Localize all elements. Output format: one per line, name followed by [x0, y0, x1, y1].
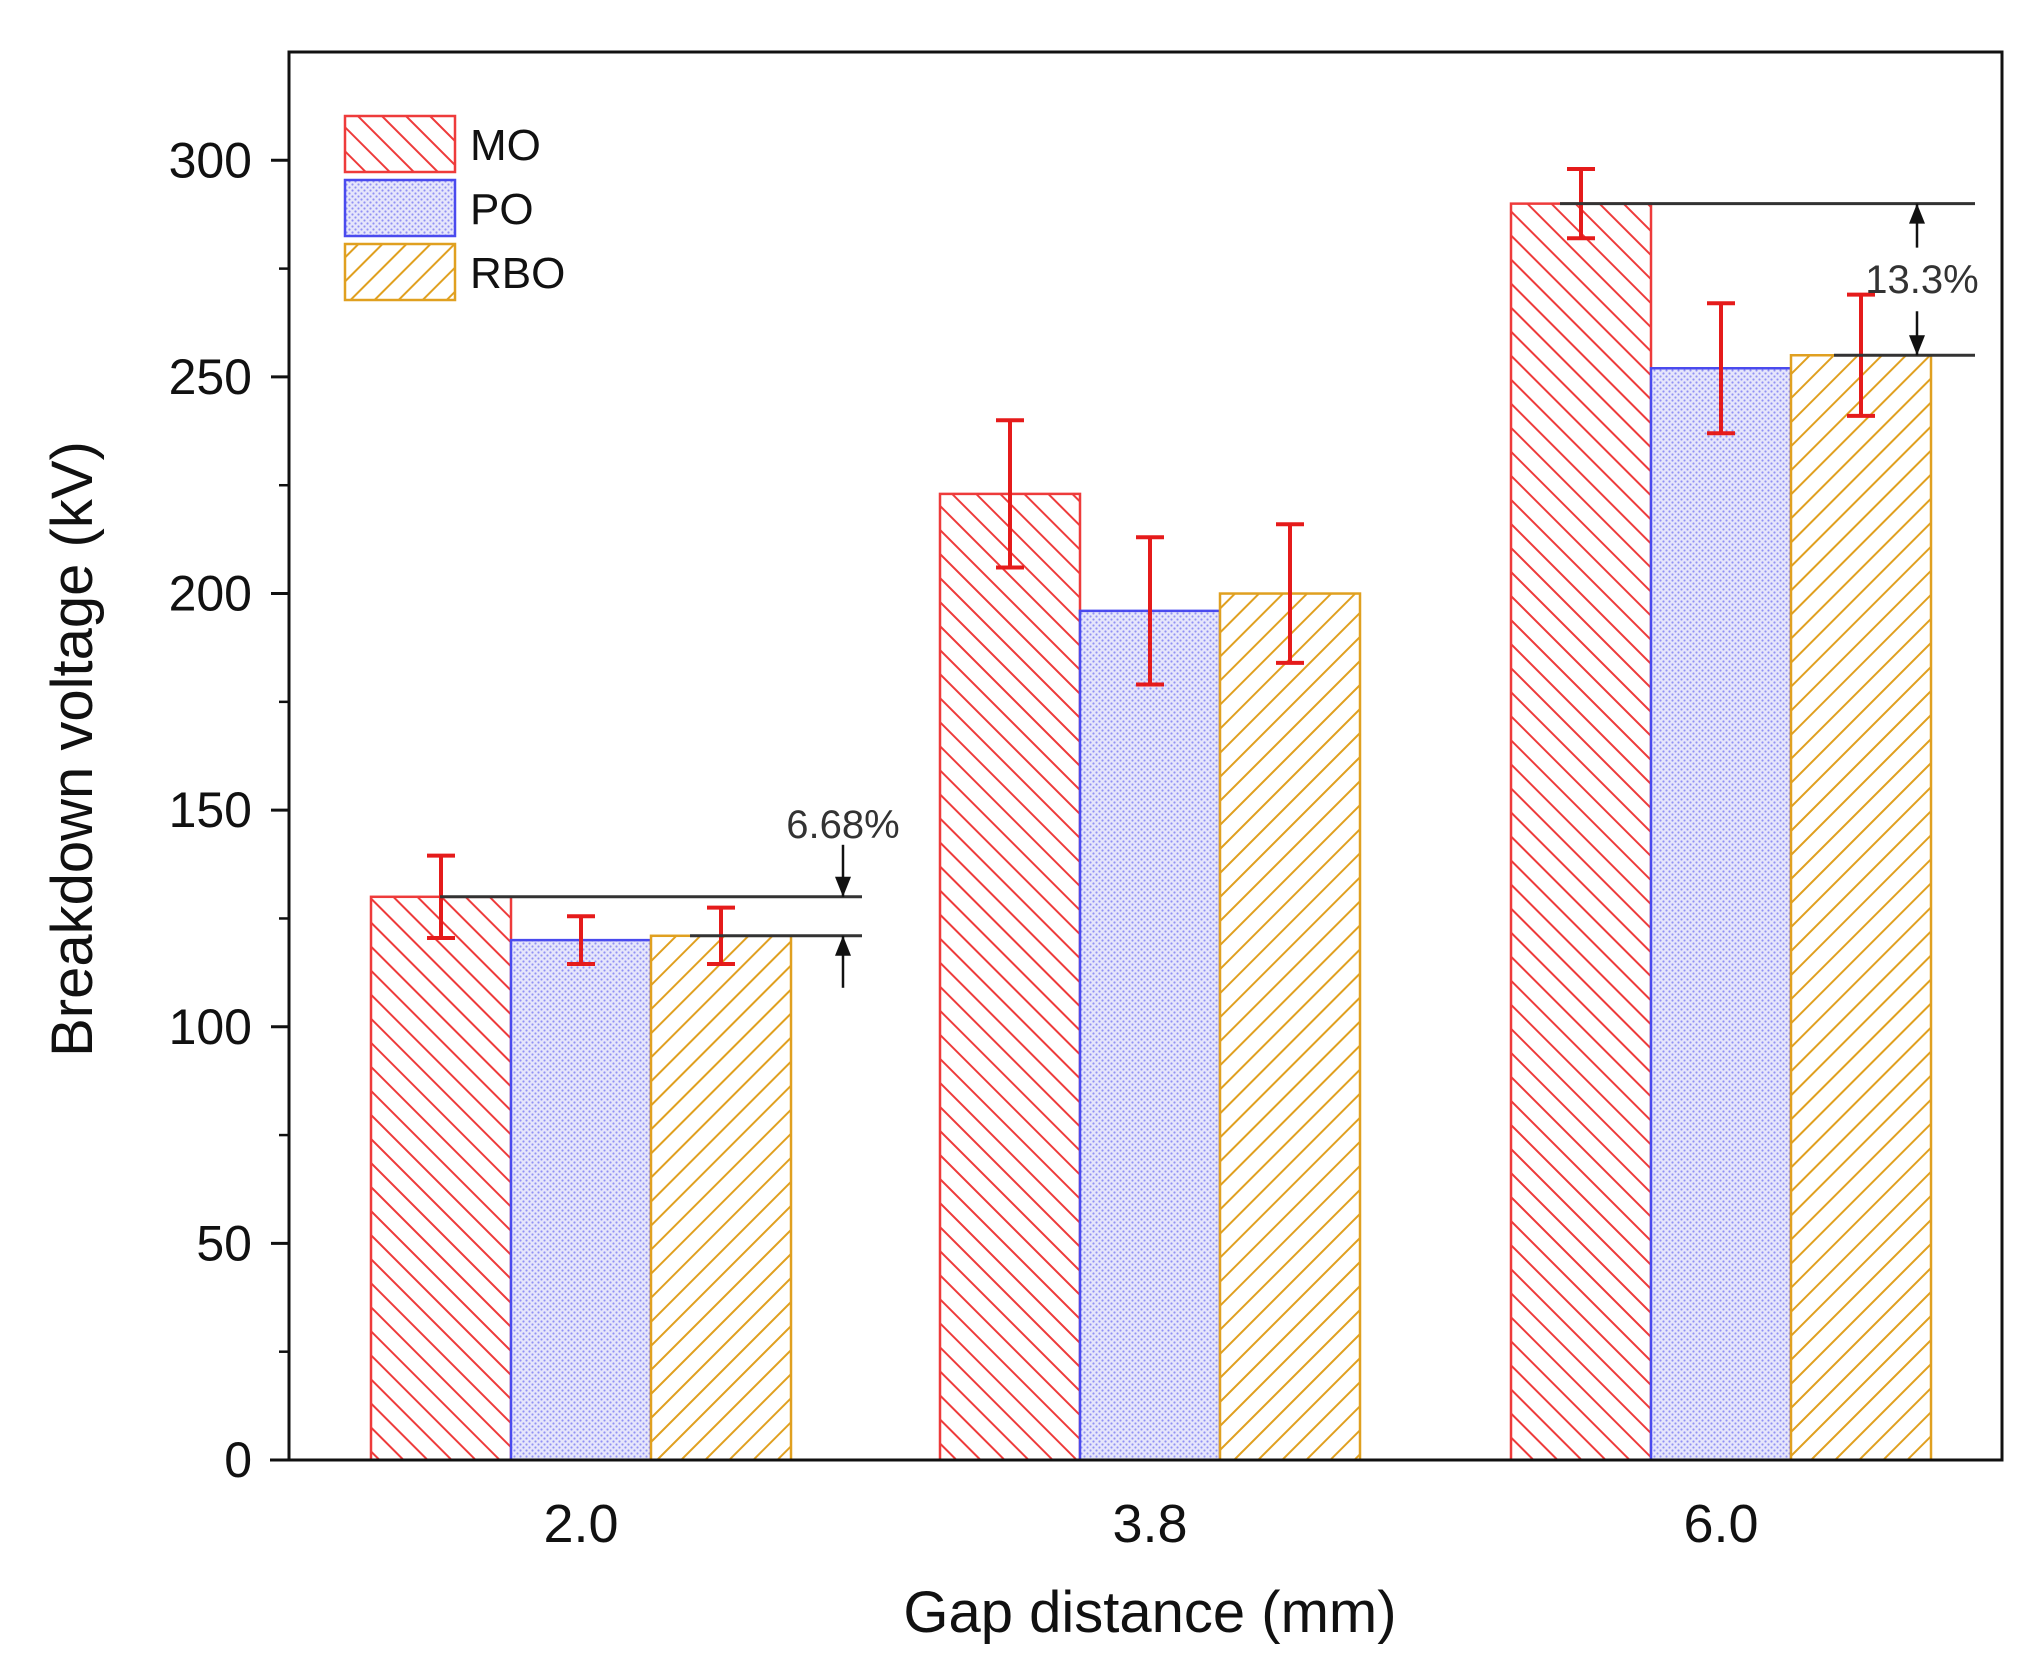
legend-item-rbo: RBO [343, 242, 565, 302]
error-bar-rbo-3.8 [1276, 522, 1304, 665]
y-tick-label: 150 [169, 782, 252, 838]
bar-po-6.0 [1649, 367, 1793, 1462]
y-tick-label: 250 [169, 349, 252, 405]
y-tick-label: 300 [169, 132, 252, 188]
legend-swatch-po [343, 178, 457, 238]
y-tick-label: 200 [169, 566, 252, 622]
legend-swatch-mo [343, 114, 457, 174]
axes-layer: 0 50 100 150 200 250 300 2.0 3.8 6.0 [169, 50, 2004, 1554]
bar-rbo-2.0 [649, 934, 793, 1462]
legend-label-mo: MO [470, 121, 541, 170]
y-tick-label: 100 [169, 999, 252, 1055]
x-tick-label-3.8: 3.8 [1112, 1494, 1187, 1554]
legend-label-po: PO [470, 185, 534, 234]
annotation-label-1: 6.68% [786, 803, 899, 847]
error-bar-po-2.0 [567, 914, 595, 966]
x-axis-title: Gap distance (mm) [903, 1580, 1396, 1645]
annotations-layer: 6.68% 13.3% [440, 202, 1979, 988]
legend-label-rbo: RBO [470, 249, 565, 298]
y-tick-label: 50 [196, 1215, 252, 1271]
error-bar-mo-3.8 [996, 418, 1024, 570]
y-tick-label: 0 [224, 1432, 252, 1488]
error-bar-po-3.8 [1136, 535, 1164, 687]
legend-swatch-rbo [343, 242, 457, 302]
bars-layer [369, 202, 1933, 1462]
annotation-label-2: 13.3% [1865, 258, 1978, 302]
y-axis-title: Breakdown voltage (kV) [40, 441, 105, 1057]
bar-po-2.0 [509, 938, 653, 1462]
bar-mo-6.0 [1509, 202, 1653, 1462]
bar-mo-2.0 [369, 895, 513, 1462]
bar-rbo-3.8 [1218, 592, 1362, 1462]
x-tick-label-6.0: 6.0 [1683, 1494, 1758, 1554]
bar-rbo-6.0 [1789, 354, 1933, 1462]
plot-frame [287, 50, 2004, 1462]
error-bar-po-6.0 [1707, 301, 1735, 436]
bar-po-3.8 [1078, 609, 1222, 1462]
legend: MO PO RBO [343, 114, 565, 302]
legend-item-po: PO [343, 178, 534, 238]
annotation-1: 6.68% [440, 803, 900, 988]
annotation-2: 13.3% [1560, 202, 1979, 357]
legend-item-mo: MO [343, 114, 541, 174]
x-tick-label-2.0: 2.0 [543, 1494, 618, 1554]
bar-mo-3.8 [938, 492, 1082, 1462]
